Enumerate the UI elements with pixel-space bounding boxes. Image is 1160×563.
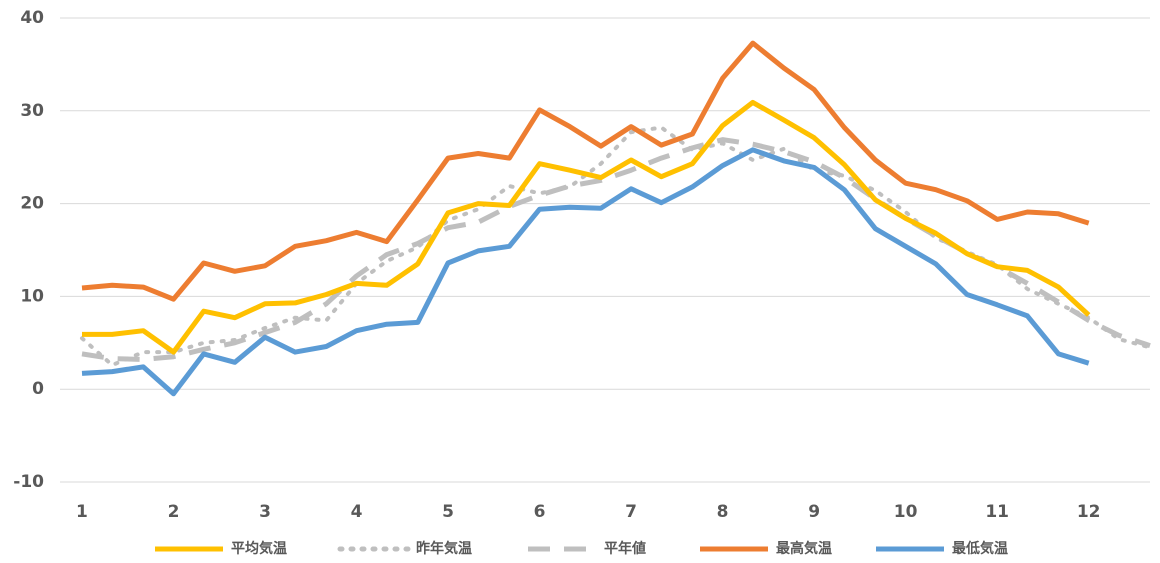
series-line	[81, 40, 1090, 302]
y-tick-label: 0	[32, 379, 44, 399]
x-tick-label: 8	[717, 502, 729, 522]
y-tick-label: 20	[20, 194, 44, 214]
legend-label: 最高気温	[776, 540, 832, 557]
x-tick-label: 3	[259, 502, 271, 522]
x-tick-label: 9	[808, 502, 820, 522]
legend-label: 昨年気温	[416, 540, 472, 557]
x-tick-label: 12	[1077, 502, 1101, 522]
x-tick-label: 2	[168, 502, 180, 522]
series-line	[81, 147, 1090, 397]
x-tick-label: 5	[442, 502, 454, 522]
legend-label: 平年値	[604, 540, 646, 557]
y-tick-label: 30	[20, 101, 44, 121]
x-tick-label: 10	[894, 502, 918, 522]
legend-label: 最低気温	[952, 540, 1008, 557]
x-tick-label: 4	[351, 502, 363, 522]
series-line	[82, 99, 1091, 355]
series-line	[80, 125, 1152, 368]
x-tick-label: 7	[625, 502, 637, 522]
x-tick-label: 6	[534, 502, 546, 522]
y-tick-label: -10	[13, 472, 44, 492]
legend-label: 平均気温	[231, 540, 287, 557]
y-tick-label: 40	[20, 8, 44, 28]
y-tick-label: 10	[20, 286, 44, 306]
x-tick-label: 1	[76, 502, 88, 522]
x-tick-label: 11	[985, 502, 1009, 522]
series-line	[81, 137, 1151, 362]
